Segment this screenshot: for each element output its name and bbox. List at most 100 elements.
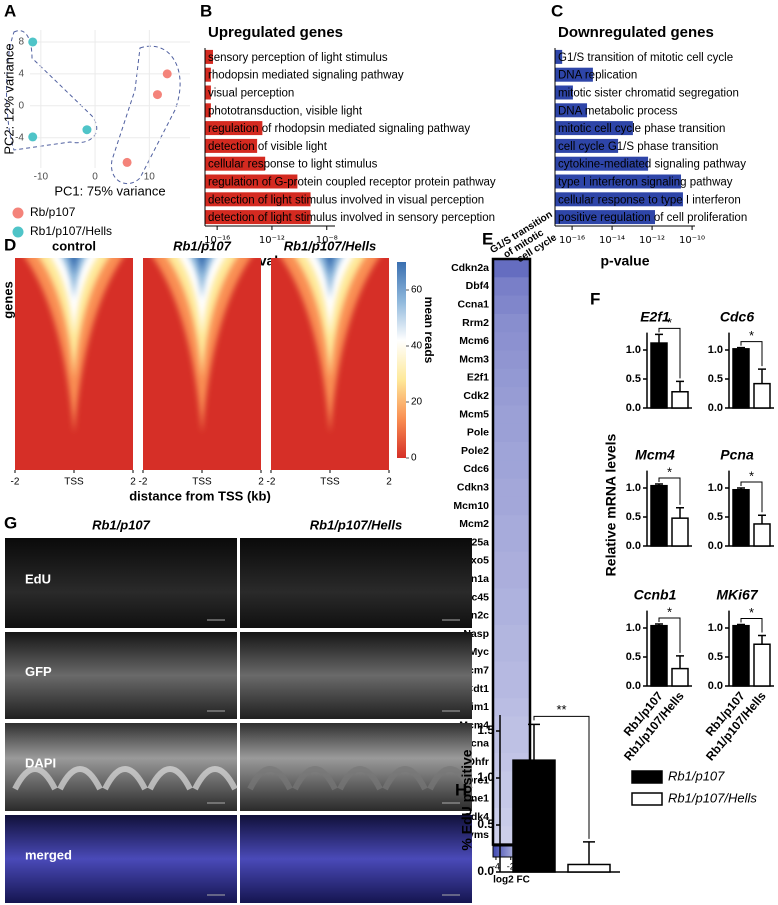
y-tick-label: 8 <box>18 37 24 48</box>
colorbar-tick-label: -2 <box>507 861 515 871</box>
point <box>152 90 162 100</box>
heatmap-title: control <box>52 238 96 253</box>
heatmap-cell <box>493 643 530 663</box>
y-tick-label: 1.0 <box>708 482 723 494</box>
heatmap-cell <box>493 405 530 425</box>
subplot-title: MKi67 <box>716 587 758 603</box>
subplot-title: Cdc6 <box>720 309 754 325</box>
gene-label: Mcm6 <box>459 335 489 347</box>
y-tick-label: 0.5 <box>708 373 723 385</box>
heatmap-cell <box>493 350 530 370</box>
micrograph <box>5 538 237 628</box>
cluster-outline <box>111 45 181 184</box>
x-tick-label: 10⁻¹⁶ <box>204 235 230 246</box>
x-tick-label: TSS <box>64 477 84 488</box>
x-tick-label: 10 <box>144 172 156 183</box>
subplot-title: Pcna <box>720 447 754 463</box>
panel-letter: G <box>4 513 17 532</box>
heatmap-cell <box>493 588 530 608</box>
bar <box>512 759 556 873</box>
heatmap-signal <box>318 258 342 300</box>
heatmap-title: Rb1/p107/Hells <box>284 238 377 253</box>
x-axis-label: distance from TSS (kb) <box>129 488 271 503</box>
gene-label: Dbf4 <box>466 280 489 292</box>
bar <box>732 348 750 409</box>
row-label: DAPI <box>25 755 56 770</box>
x-tick-label: -2 <box>139 477 148 488</box>
significance-label: * <box>749 328 754 343</box>
x-tick-label: -2 <box>267 477 276 488</box>
bar <box>555 174 682 189</box>
error-bar <box>676 655 684 669</box>
error-bar <box>528 723 540 761</box>
y-tick-label: 0.0 <box>626 680 641 692</box>
y-tick-label: 0.5 <box>626 373 641 385</box>
y-tick-label: 1.0 <box>708 622 723 634</box>
gene-label: E2f1 <box>467 372 489 384</box>
x-tick-label: 2 <box>258 477 264 488</box>
heatmap-cell <box>493 716 530 736</box>
x-tick-label: 10⁻¹⁴ <box>599 235 625 246</box>
category-label: mitotic sister chromatid segregation <box>558 88 739 100</box>
heatmap-signal <box>69 258 79 276</box>
heatmap-cell <box>493 515 530 534</box>
bar <box>555 156 649 171</box>
category-label: regulation of G-protein coupled receptor… <box>208 177 496 189</box>
x-tick-label: 10⁻⁸ <box>316 235 338 246</box>
error-bar <box>676 506 684 519</box>
legend-marker <box>12 207 24 219</box>
colorbar-label: log2 FC <box>493 875 530 886</box>
error-bar <box>737 487 745 490</box>
subplot-title: Mcm4 <box>635 447 675 463</box>
category-label: phototransduction, visible light <box>208 105 363 117</box>
heatmap <box>143 258 261 470</box>
heatmap-cell <box>493 423 530 443</box>
heatmap-border <box>491 257 532 846</box>
micrograph <box>5 815 237 903</box>
bar <box>205 85 211 100</box>
bar <box>205 210 311 225</box>
legend-label: Rb/p107 <box>30 205 76 219</box>
x-tick-label: 10⁻¹⁶ <box>559 235 585 246</box>
subplot-title: Ccnb1 <box>634 587 677 603</box>
gene-label: Dhfr <box>467 756 489 768</box>
heatmap-title: Rb1/p107 <box>173 238 232 253</box>
significance-bracket <box>740 481 763 513</box>
heatmap <box>15 258 133 470</box>
significance-bracket <box>658 327 681 379</box>
gene-label: Mcm5 <box>459 408 489 420</box>
colorbar-tick-label: 40 <box>411 341 423 352</box>
micrograph-texture <box>12 766 58 791</box>
x-tick-label: 2 <box>130 477 136 488</box>
heatmap-cell <box>493 368 530 388</box>
gene-label: Pole <box>467 427 489 439</box>
y-tick-label: 1.0 <box>477 770 494 784</box>
category-label: rhodopsin mediated signaling pathway <box>208 70 404 82</box>
category-label: detection of light stimulus involved in … <box>208 212 495 224</box>
micrograph <box>240 632 472 719</box>
bar <box>732 624 750 687</box>
x-axis-label: p-value <box>600 253 649 269</box>
significance-bracket <box>658 477 681 505</box>
significance-bracket <box>740 341 763 367</box>
micrograph <box>240 538 472 628</box>
heatmap-cell <box>493 570 530 589</box>
bar <box>732 488 750 547</box>
heatmap-cell <box>493 259 530 278</box>
bar <box>753 643 771 687</box>
point <box>162 69 172 79</box>
micrograph-texture <box>57 766 103 791</box>
significance-bracket <box>658 617 681 653</box>
row-label: GFP <box>25 664 52 679</box>
significance-label: * <box>749 605 754 620</box>
chart-title: Upregulated genes <box>208 24 343 41</box>
category-label: cellular response to type I interferon <box>558 194 741 206</box>
heatmap-signal <box>62 258 86 300</box>
error-bar <box>655 483 663 486</box>
heatmap-cell <box>493 734 530 754</box>
heatmap-cell <box>493 661 530 681</box>
bar <box>205 192 311 207</box>
category-label: DNA replication <box>558 70 637 82</box>
heatmap-cell <box>493 313 530 333</box>
x-axis-label: PC1: 75% variance <box>54 183 165 198</box>
